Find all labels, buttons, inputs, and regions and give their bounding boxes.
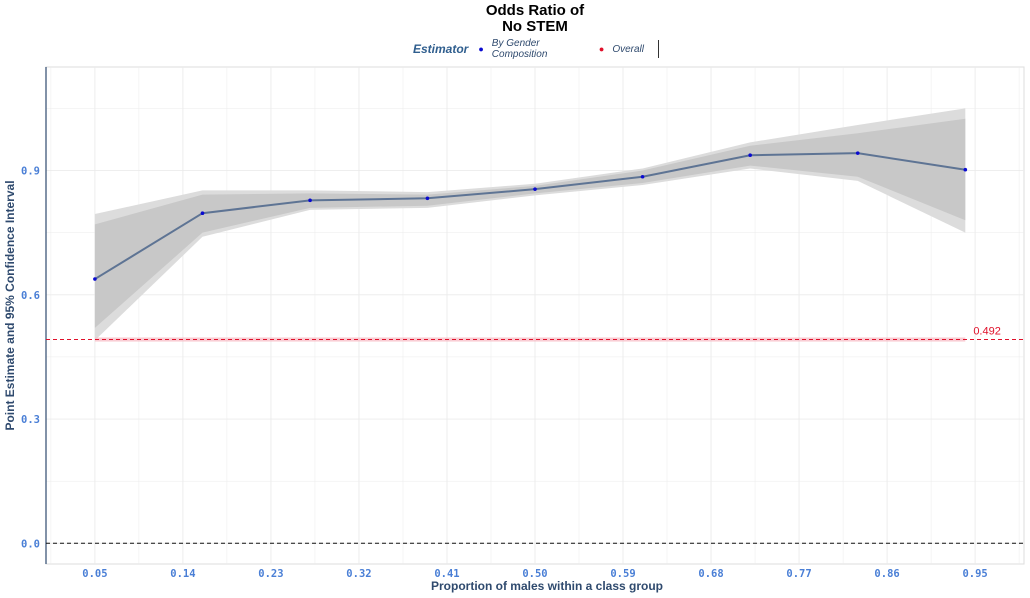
x-tick-label: 0.14 <box>170 568 195 580</box>
y-tick-label: 0.0 <box>21 538 40 550</box>
legend-title: Estimator <box>413 42 469 56</box>
legend-dot-icon-by-gender: ● <box>478 44 484 54</box>
x-tick-label: 0.23 <box>258 568 283 580</box>
legend-label-by-gender: By Gender Composition <box>491 38 548 60</box>
ci90-ribbon <box>94 118 966 328</box>
overall-value-label: 0.492 <box>973 326 1001 338</box>
chart-title-line-2: No STEM <box>502 18 568 35</box>
y-tick-label: 0.9 <box>21 166 40 178</box>
y-tick-label: 0.6 <box>21 290 40 302</box>
series-point <box>855 151 860 155</box>
x-tick-label: 0.50 <box>522 568 547 580</box>
series-point <box>93 277 97 281</box>
x-tick-label: 0.32 <box>346 568 371 580</box>
ci95-ribbon <box>94 108 966 341</box>
x-tick-label: 0.05 <box>82 568 107 580</box>
series-point <box>748 153 752 158</box>
x-tick-label: 0.95 <box>962 568 987 580</box>
chart-title-line-1: Odds Ratio of <box>485 2 585 19</box>
legend-dot-icon-overall: ● <box>598 44 605 54</box>
x-tick-label: 0.68 <box>698 568 723 580</box>
series-point <box>308 198 312 203</box>
series-point <box>533 187 537 191</box>
x-tick-label: 0.86 <box>874 568 899 580</box>
series-point <box>200 211 205 216</box>
series-point <box>640 174 645 179</box>
x-axis-title: Proportion of males within a class group <box>431 579 663 593</box>
y-tick-label: 0.3 <box>21 414 40 426</box>
x-tick-label: 0.59 <box>610 568 635 580</box>
x-tick-label: 0.41 <box>434 568 459 580</box>
legend-label-overall: Overall <box>612 43 644 55</box>
series-point <box>963 167 968 172</box>
x-tick-label: 0.77 <box>786 568 811 580</box>
y-axis-title: Point Estimate and 95% Confidence Interv… <box>3 180 17 430</box>
legend: Estimator ● By Gender Composition ● Over… <box>410 38 659 60</box>
series-point <box>425 196 430 201</box>
